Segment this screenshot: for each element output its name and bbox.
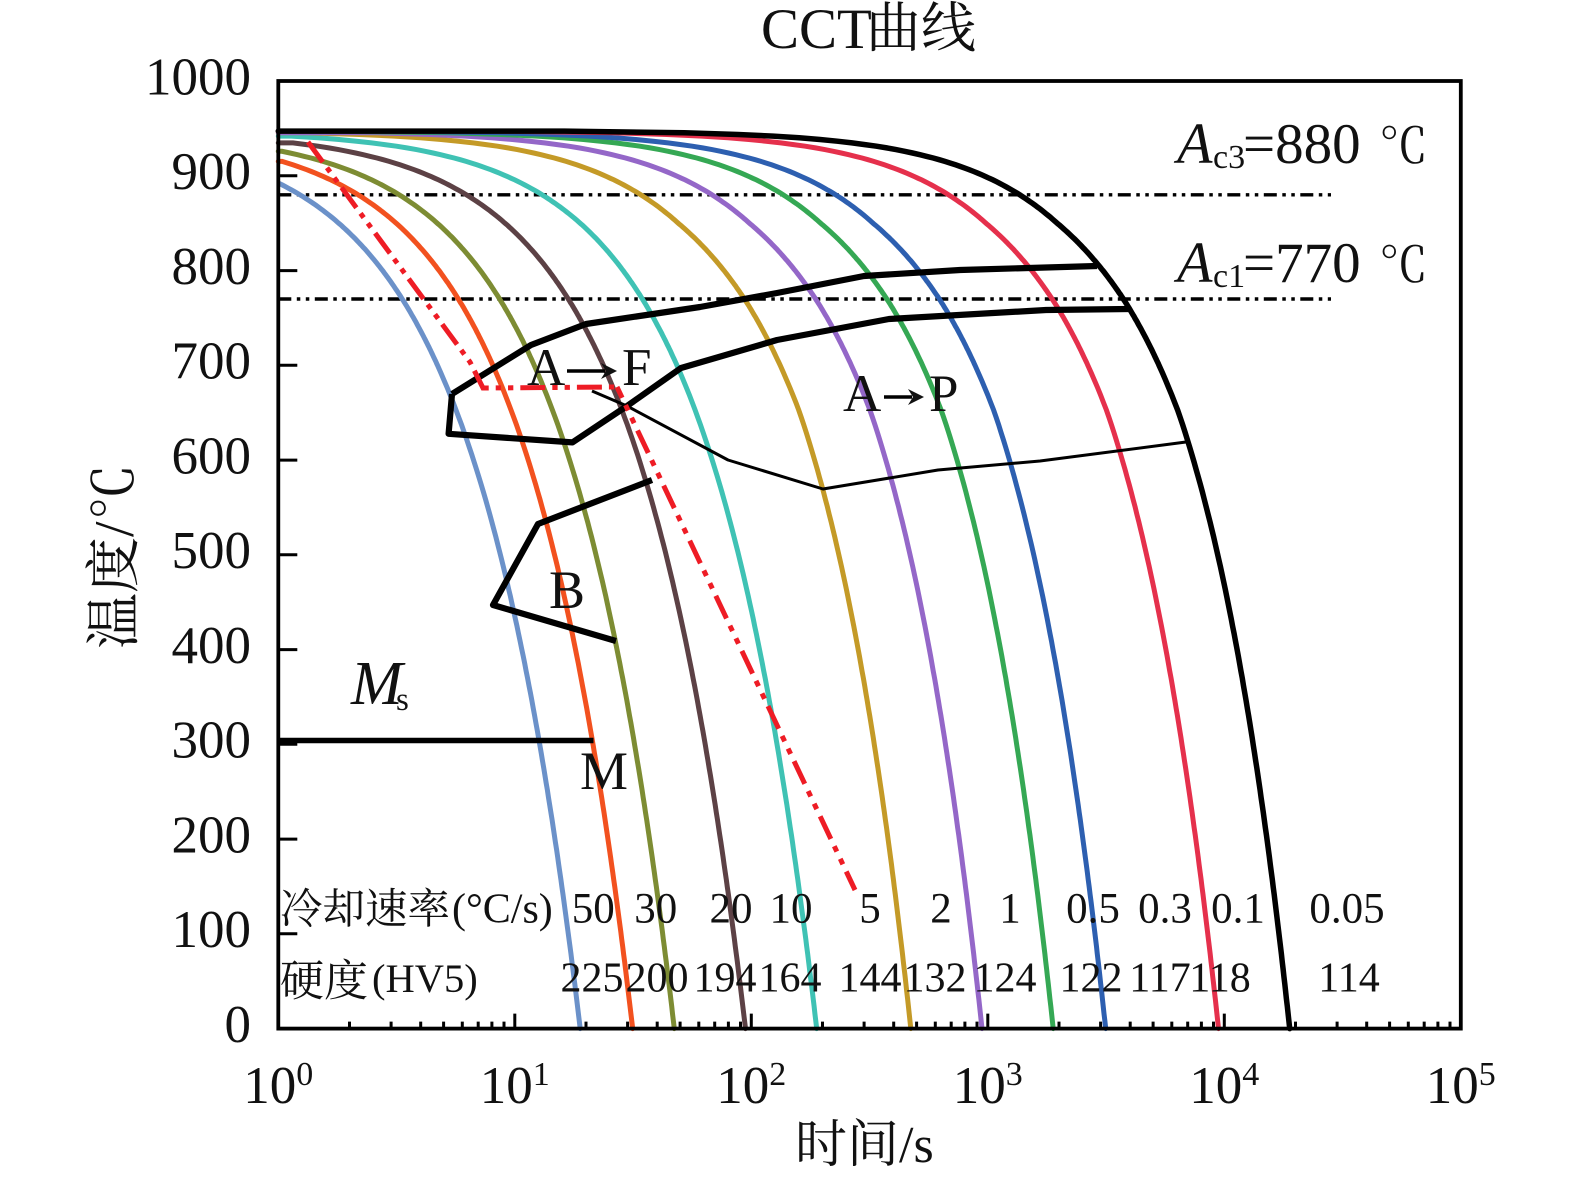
- svg-text:0.1: 0.1: [1211, 886, 1265, 933]
- svg-text:600: 600: [172, 427, 252, 485]
- svg-text:0.5: 0.5: [1066, 886, 1120, 933]
- svg-text:0: 0: [225, 996, 252, 1054]
- svg-text:=770: =770: [1243, 232, 1361, 295]
- svg-text:900: 900: [172, 143, 252, 201]
- svg-text:100: 100: [172, 901, 252, 959]
- svg-text:132: 132: [904, 956, 967, 1002]
- svg-text:10: 10: [770, 886, 813, 933]
- svg-text:30: 30: [634, 886, 677, 933]
- svg-text:/s: /s: [899, 1117, 934, 1174]
- svg-text:500: 500: [172, 522, 252, 580]
- svg-text:F: F: [622, 339, 651, 397]
- svg-text:CCT: CCT: [761, 0, 872, 61]
- svg-text:s: s: [396, 682, 409, 718]
- svg-text:114: 114: [1318, 956, 1379, 1002]
- svg-text:700: 700: [172, 333, 252, 391]
- svg-text:A: A: [1173, 111, 1213, 176]
- svg-text:122: 122: [1060, 956, 1123, 1002]
- svg-text:A: A: [527, 339, 565, 397]
- svg-text:1000: 1000: [145, 48, 251, 106]
- svg-text:400: 400: [172, 617, 252, 675]
- svg-text:=880: =880: [1243, 113, 1361, 176]
- svg-text:144: 144: [839, 956, 902, 1002]
- svg-text:M: M: [350, 650, 406, 718]
- svg-text:20: 20: [710, 886, 753, 933]
- svg-text:50: 50: [572, 886, 615, 933]
- svg-text:800: 800: [172, 238, 252, 296]
- svg-text:124: 124: [974, 956, 1037, 1002]
- svg-text:A: A: [1173, 230, 1213, 295]
- svg-text:117: 117: [1129, 956, 1190, 1002]
- svg-text:1: 1: [999, 886, 1021, 933]
- svg-text:200: 200: [172, 806, 252, 864]
- svg-text:M: M: [580, 741, 628, 801]
- svg-text:194: 194: [694, 956, 757, 1002]
- svg-text:c3: c3: [1213, 139, 1245, 176]
- svg-text:104: 104: [1189, 1056, 1259, 1115]
- svg-text:200: 200: [626, 956, 689, 1002]
- svg-text:2: 2: [930, 886, 952, 933]
- svg-text:(°C/s): (°C/s): [452, 887, 553, 933]
- svg-text:0.05: 0.05: [1309, 886, 1384, 933]
- svg-text:100: 100: [243, 1056, 313, 1115]
- svg-text:118: 118: [1189, 956, 1250, 1002]
- svg-text:225: 225: [561, 956, 624, 1002]
- svg-text:5: 5: [859, 886, 881, 933]
- svg-text:0.3: 0.3: [1138, 886, 1192, 933]
- svg-text:300: 300: [172, 712, 252, 770]
- svg-text:/: /: [84, 521, 146, 537]
- svg-text:164: 164: [759, 956, 822, 1002]
- svg-text:P: P: [929, 365, 958, 423]
- svg-text:A: A: [843, 365, 881, 423]
- svg-text:(HV5): (HV5): [372, 956, 478, 1001]
- svg-text:B: B: [549, 560, 585, 620]
- svg-text:c1: c1: [1213, 258, 1245, 295]
